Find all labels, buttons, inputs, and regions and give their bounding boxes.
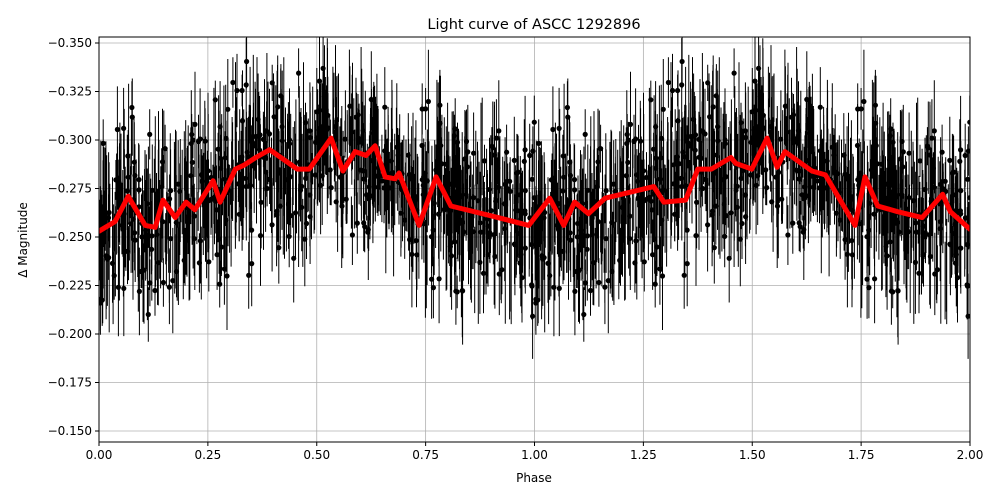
y-tick-label: −0.200 xyxy=(48,327,92,341)
x-tick-label: 1.75 xyxy=(848,448,875,462)
model-curve xyxy=(99,135,970,234)
x-tick-label: 0.25 xyxy=(195,448,222,462)
chart-title: Light curve of ASCC 1292896 xyxy=(427,17,640,33)
x-tick-label: 1.00 xyxy=(521,448,548,462)
y-tick-label: −0.275 xyxy=(48,182,92,196)
x-axis-ticks: 0.00 0.25 0.50 0.75 1.00 1.25 1.50 1.75 2.00 xyxy=(86,442,984,462)
x-tick-label: 2.00 xyxy=(957,448,984,462)
x-axis-label: Phase xyxy=(516,471,552,485)
y-axis-label: Δ Magnitude xyxy=(16,202,30,278)
x-tick-label: 1.50 xyxy=(739,448,766,462)
y-tick-label: −0.325 xyxy=(48,85,92,99)
x-tick-label: 0.00 xyxy=(86,448,113,462)
y-tick-label: −0.175 xyxy=(48,376,92,390)
y-tick-label: −0.150 xyxy=(48,424,92,438)
y-axis-ticks: −0.350 −0.325 −0.300 −0.275 −0.250 −0.225 −0.2… xyxy=(48,36,99,438)
x-tick-label: 0.50 xyxy=(303,448,330,462)
y-tick-label: −0.350 xyxy=(48,36,92,50)
y-tick-label: −0.250 xyxy=(48,230,92,244)
x-tick-label: 1.25 xyxy=(630,448,657,462)
observation-points xyxy=(99,58,970,319)
y-tick-label: −0.225 xyxy=(48,279,92,293)
y-tick-label: −0.300 xyxy=(48,133,92,147)
x-tick-label: 0.75 xyxy=(412,448,439,462)
